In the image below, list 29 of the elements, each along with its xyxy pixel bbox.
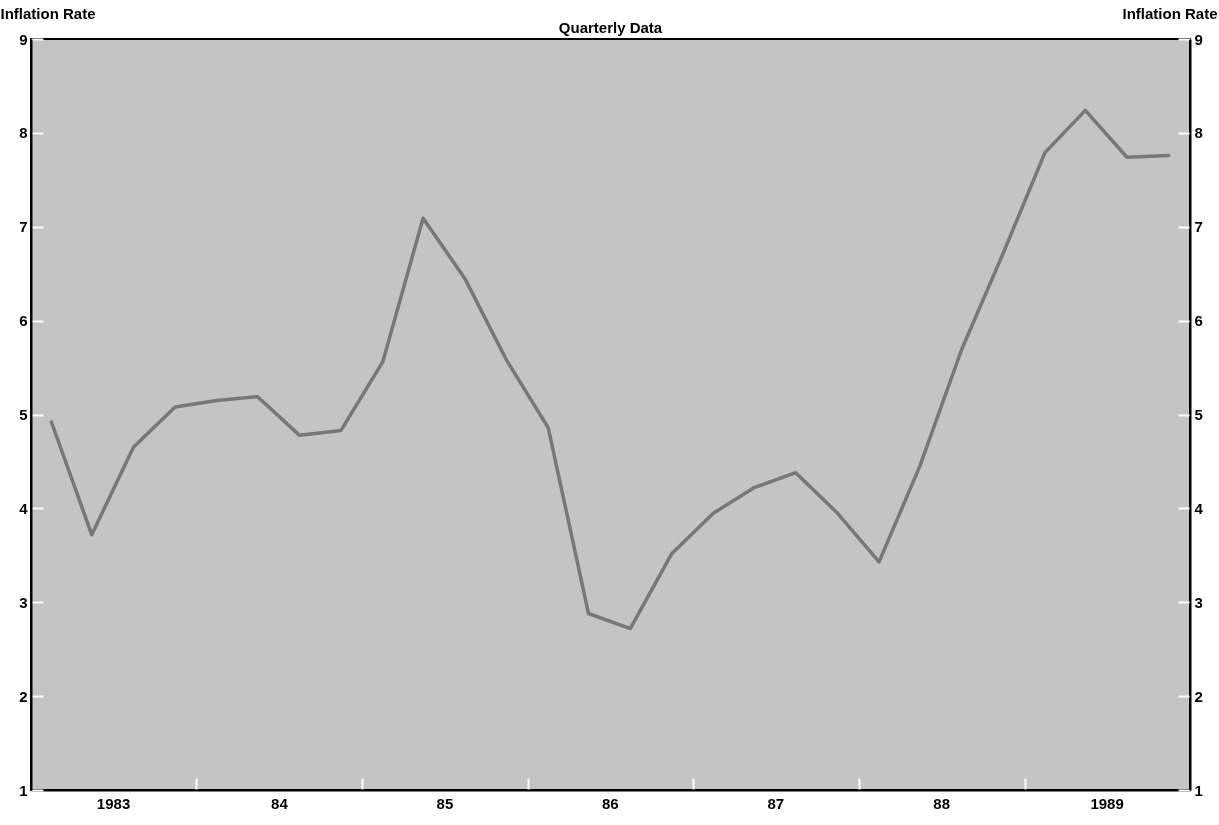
- x-tick-label: 86: [601, 794, 619, 812]
- line-series: [49, 108, 1171, 631]
- x-tick-label: 84: [271, 794, 289, 812]
- x-tick-label: 1983: [96, 794, 131, 812]
- y-tick-label: 7: [19, 218, 28, 236]
- y2-tick-label: 4: [1194, 499, 1204, 517]
- y-tick-label: 2: [19, 687, 28, 705]
- y-tick-label: 3: [19, 593, 28, 611]
- chart-title: Quarterly Data: [558, 19, 663, 36]
- y2-tick-label: 9: [1194, 30, 1203, 48]
- y-tick-label: 9: [19, 30, 28, 48]
- y-tick-label: 1: [19, 781, 28, 799]
- x-tick-label: 87: [767, 794, 785, 812]
- y2-tick-label: 5: [1194, 406, 1203, 423]
- y2-tick-label: 6: [1194, 312, 1203, 330]
- y-tick-label: 4: [19, 499, 29, 517]
- y2-tick-label: 2: [1194, 687, 1203, 705]
- y2-tick-label: 3: [1194, 593, 1203, 611]
- y2-tick-label: 1: [1194, 781, 1203, 799]
- y-tick-label: 6: [19, 312, 28, 330]
- y-tick-label: 8: [19, 124, 28, 142]
- y-axis-title: Inflation Rate: [0, 4, 96, 22]
- x-tick-label: 88: [933, 794, 950, 812]
- x-tick-label: 1989: [1090, 794, 1124, 812]
- y2-tick-label: 7: [1194, 218, 1203, 236]
- y-tick-label: 5: [19, 406, 28, 423]
- x-tick-label: 85: [436, 794, 454, 812]
- y2-tick-label: 8: [1194, 124, 1203, 142]
- y2-axis-title: Inflation Rate: [1122, 4, 1218, 22]
